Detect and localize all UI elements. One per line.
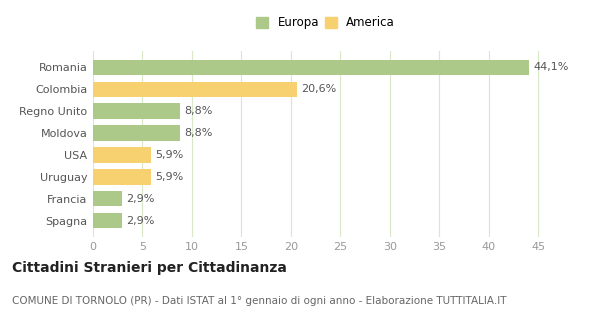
Bar xyxy=(93,213,122,228)
Text: COMUNE DI TORNOLO (PR) - Dati ISTAT al 1° gennaio di ogni anno - Elaborazione TU: COMUNE DI TORNOLO (PR) - Dati ISTAT al 1… xyxy=(12,296,506,306)
Bar xyxy=(93,169,151,185)
Bar xyxy=(93,60,529,75)
Text: 8,8%: 8,8% xyxy=(184,106,212,116)
Bar xyxy=(93,125,180,141)
Bar xyxy=(93,103,180,119)
Bar xyxy=(93,191,122,206)
Text: 44,1%: 44,1% xyxy=(533,62,569,72)
Text: Cittadini Stranieri per Cittadinanza: Cittadini Stranieri per Cittadinanza xyxy=(12,261,287,275)
Text: 5,9%: 5,9% xyxy=(155,172,184,182)
Text: 2,9%: 2,9% xyxy=(125,216,154,226)
Text: 2,9%: 2,9% xyxy=(125,194,154,204)
Legend: Europa, America: Europa, America xyxy=(256,16,395,29)
Text: 8,8%: 8,8% xyxy=(184,128,212,138)
Text: 5,9%: 5,9% xyxy=(155,150,184,160)
Bar xyxy=(93,147,151,163)
Text: 20,6%: 20,6% xyxy=(301,84,336,94)
Bar xyxy=(93,82,297,97)
